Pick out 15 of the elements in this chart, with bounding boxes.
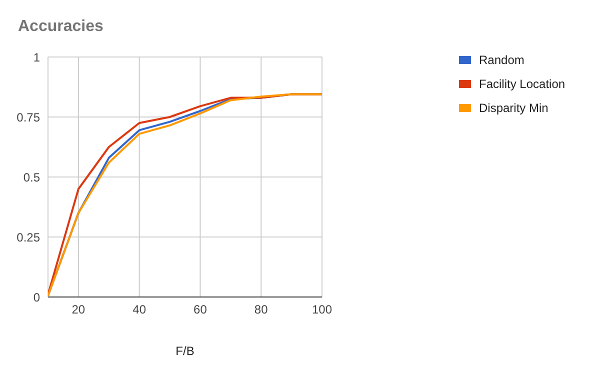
- x-tick-label: 40: [132, 302, 146, 317]
- x-tick-label: 20: [72, 302, 86, 317]
- y-tick-label: 0.75: [16, 110, 40, 124]
- x-tick-label: 100: [312, 302, 332, 317]
- x-tick-label: 80: [254, 302, 268, 317]
- y-tick-label: 1: [33, 50, 40, 64]
- legend-label: Facility Location: [479, 77, 566, 91]
- x-axis-title: F/B: [176, 344, 194, 358]
- y-tick-label: 0: [33, 290, 40, 304]
- y-tick-label: 0.5: [23, 170, 40, 184]
- y-tick-label: 0.25: [16, 230, 40, 244]
- legend-label: Random: [479, 53, 524, 67]
- chart-title: Accuracies: [18, 18, 104, 36]
- x-tick-label: 60: [194, 302, 208, 317]
- legend-label: Disparity Min: [479, 101, 548, 115]
